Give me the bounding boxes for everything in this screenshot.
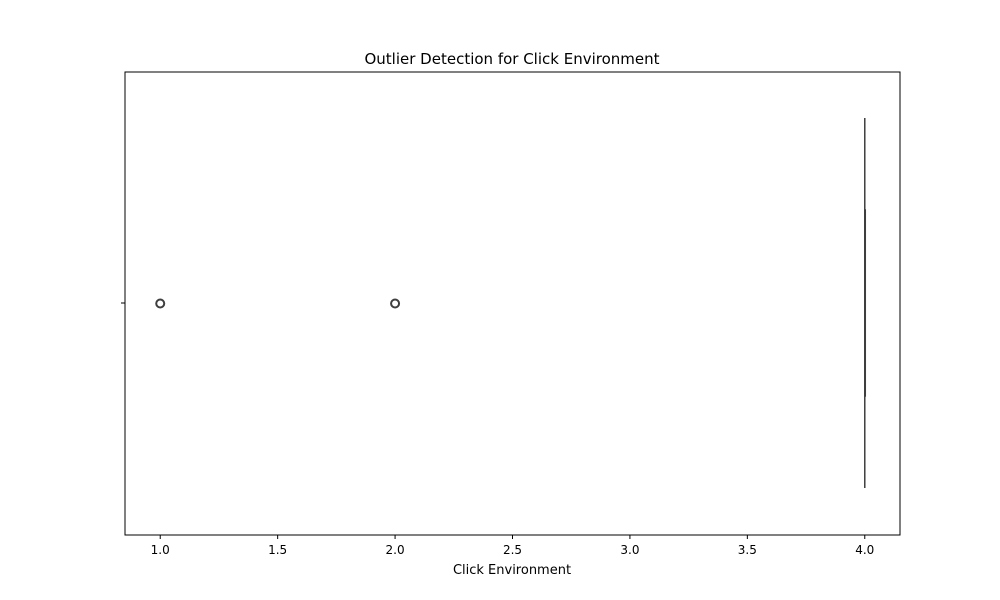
plot-area-frame [124,71,901,536]
outlier-point [155,298,166,309]
outlier-point [390,298,401,309]
x-tick-label: 4.0 [855,543,874,557]
x-tick-label: 3.0 [620,543,639,557]
box-plot-marks [155,118,867,488]
x-tick-label: 2.5 [503,543,522,557]
x-tick-label: 2.0 [386,543,405,557]
x-tick-label: 3.5 [738,543,757,557]
x-axis-ticks: 1.0 1.5 2.0 2.5 3.0 3.5 4.0 [151,535,874,557]
x-tick-label: 1.0 [151,543,170,557]
x-axis-label: Click Environment [453,563,571,578]
x-tick-label: 1.5 [268,543,287,557]
chart-title: Outlier Detection for Click Environment [364,50,659,68]
